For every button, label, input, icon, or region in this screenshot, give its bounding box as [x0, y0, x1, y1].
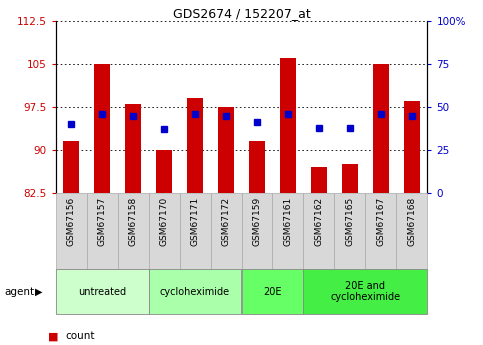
Bar — [149, 269, 242, 314]
Bar — [397, 193, 427, 269]
Text: GSM67171: GSM67171 — [190, 197, 199, 246]
Text: 20E and
cycloheximide: 20E and cycloheximide — [330, 281, 400, 302]
Title: GDS2674 / 152207_at: GDS2674 / 152207_at — [172, 7, 311, 20]
Text: GSM67165: GSM67165 — [345, 197, 355, 246]
Bar — [94, 64, 110, 193]
Bar — [63, 141, 79, 193]
Bar — [117, 193, 149, 269]
Text: cycloheximide: cycloheximide — [160, 287, 230, 296]
Bar — [303, 269, 427, 314]
Bar — [280, 58, 296, 193]
Text: GSM67168: GSM67168 — [408, 197, 416, 246]
Bar — [56, 269, 149, 314]
Bar — [187, 98, 203, 193]
Bar — [249, 141, 265, 193]
Text: 20E: 20E — [263, 287, 282, 296]
Bar — [56, 193, 86, 269]
Text: untreated: untreated — [78, 287, 126, 296]
Bar — [125, 104, 141, 193]
Bar — [86, 193, 117, 269]
Bar — [334, 193, 366, 269]
Bar — [156, 150, 172, 193]
Bar — [342, 165, 358, 193]
Bar — [404, 101, 420, 193]
Text: GSM67157: GSM67157 — [98, 197, 107, 246]
Text: count: count — [65, 332, 95, 341]
Bar — [180, 193, 211, 269]
Text: GSM67156: GSM67156 — [67, 197, 75, 246]
Text: GSM67162: GSM67162 — [314, 197, 324, 246]
Bar — [303, 193, 334, 269]
Text: agent: agent — [5, 287, 35, 296]
Bar — [242, 269, 303, 314]
Text: GSM67159: GSM67159 — [253, 197, 261, 246]
Bar — [211, 193, 242, 269]
Text: ▶: ▶ — [35, 287, 43, 296]
Text: GSM67158: GSM67158 — [128, 197, 138, 246]
Bar — [373, 64, 389, 193]
Bar — [149, 193, 180, 269]
Bar — [366, 193, 397, 269]
Bar — [311, 167, 327, 193]
Text: ■: ■ — [48, 332, 59, 341]
Text: GSM67170: GSM67170 — [159, 197, 169, 246]
Text: GSM67167: GSM67167 — [376, 197, 385, 246]
Text: GSM67172: GSM67172 — [222, 197, 230, 246]
Bar — [218, 107, 234, 193]
Text: GSM67161: GSM67161 — [284, 197, 293, 246]
Bar — [272, 193, 303, 269]
Bar — [242, 193, 272, 269]
